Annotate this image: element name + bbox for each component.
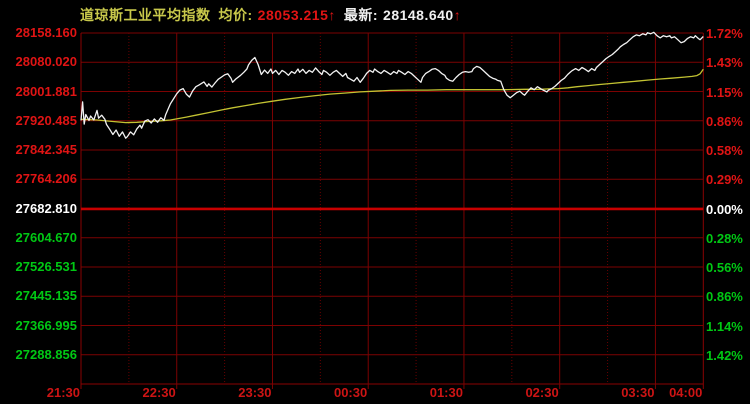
y-axis-percent-label: 0.28% xyxy=(706,230,743,246)
average-line-series xyxy=(80,68,704,124)
y-axis-price-label: 28158.160 xyxy=(15,25,77,40)
y-axis-price-label: 27288.856 xyxy=(15,346,77,362)
y-axis-percent-label: 0.56% xyxy=(706,260,743,275)
index-name: 道琼斯工业平均指数 xyxy=(80,7,211,23)
y-axis-price-label: 27366.995 xyxy=(15,317,77,333)
x-axis-time-label: 03:30 xyxy=(621,385,655,400)
x-axis-time-label: 01:30 xyxy=(429,385,463,400)
x-axis-time-label: 23:30 xyxy=(238,385,272,400)
y-axis-percent-label: 0.86% xyxy=(706,113,743,129)
y-axis-price-label: 27920.485 xyxy=(15,112,77,128)
y-axis-percent-label: 0.00% xyxy=(706,201,743,217)
last-up-arrow-icon: ↑ xyxy=(453,7,462,23)
price-line-series xyxy=(80,31,704,139)
last-price-value: 28148.640 xyxy=(383,7,454,23)
y-axis-percent-label: 0.58% xyxy=(706,143,743,158)
avg-price-value: 28053.215 xyxy=(257,7,329,23)
y-axis-price-label: 28080.020 xyxy=(15,54,77,70)
x-axis-time-label: 04:00 xyxy=(669,385,703,400)
x-axis-time-label: 02:30 xyxy=(525,385,559,400)
y-axis-percent-label: 1.43% xyxy=(706,55,743,71)
y-axis-percent-label: 1.14% xyxy=(706,318,743,334)
avg-up-arrow-icon: ↑ xyxy=(328,7,336,23)
chart-title: 道琼斯工业平均指数 均价: 28053.215↑ 最新: 28148.640↑ xyxy=(80,5,461,25)
x-axis-time-label: 22:30 xyxy=(142,385,176,400)
y-axis-percent-label: 1.15% xyxy=(706,84,743,100)
y-axis-price-label: 27445.135 xyxy=(15,288,77,304)
y-axis-percent-label: 0.29% xyxy=(706,172,743,188)
y-axis-percent-label: 0.86% xyxy=(706,289,743,305)
y-axis-price-label: 28001.881 xyxy=(15,83,77,99)
y-axis-price-label: 27604.670 xyxy=(15,229,77,245)
y-axis-price-label: 27682.810 xyxy=(15,200,77,216)
avg-price-label: 均价: xyxy=(218,7,253,23)
y-axis-price-label: 27842.345 xyxy=(15,142,77,157)
y-axis-percent-label: 1.72% xyxy=(706,26,743,41)
y-axis-percent-label: 1.42% xyxy=(706,347,743,363)
y-axis-price-label: 27526.531 xyxy=(15,259,77,274)
x-axis-time-label: 21:30 xyxy=(46,385,80,400)
y-axis-price-label: 27764.206 xyxy=(15,171,77,187)
x-axis-time-label: 00:30 xyxy=(333,385,368,400)
last-price-label: 最新: xyxy=(343,7,379,23)
